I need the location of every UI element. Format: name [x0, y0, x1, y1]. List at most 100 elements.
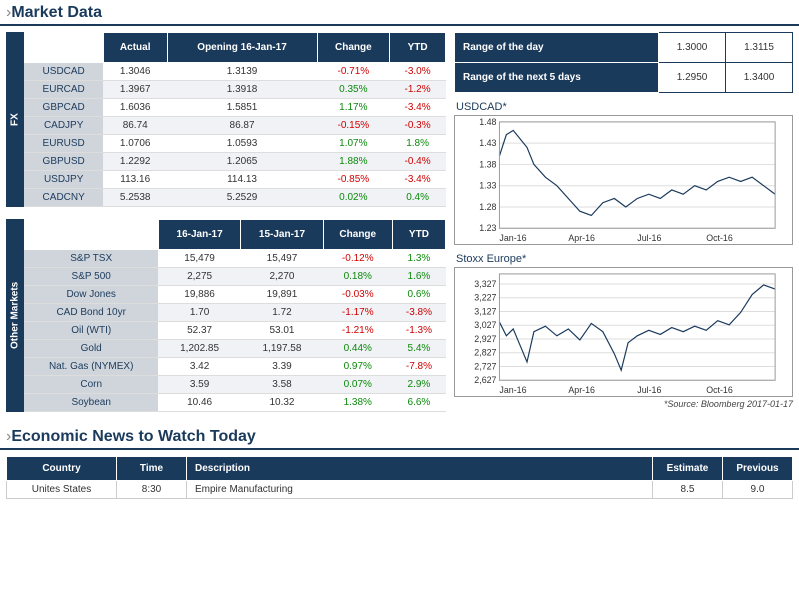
table-cell: USDCAD	[24, 63, 103, 81]
econ-header: Country	[7, 457, 117, 481]
range-low: 1.2950	[659, 63, 726, 93]
table-header: Actual	[103, 33, 167, 63]
table-cell: 1.07%	[317, 135, 390, 153]
svg-text:Oct-16: Oct-16	[706, 385, 733, 395]
table-cell: 1,202.85	[158, 340, 240, 358]
svg-text:Jul-16: Jul-16	[637, 385, 661, 395]
table-cell: 10.46	[158, 394, 240, 412]
chart-source: *Source: Bloomberg 2017-01-17	[454, 399, 793, 409]
table-cell: 3.58	[241, 376, 323, 394]
svg-text:Jan-16: Jan-16	[499, 385, 526, 395]
table-row: S&P 5002,2752,2700.18%1.6%	[24, 268, 446, 286]
table-cell: 1.72	[241, 304, 323, 322]
range-low: 1.3000	[659, 33, 726, 63]
svg-text:2,927: 2,927	[474, 334, 496, 344]
svg-text:1.33: 1.33	[479, 181, 496, 191]
table-row: GBPUSD1.22921.20651.88%-0.4%	[24, 153, 446, 171]
table-cell: -0.71%	[317, 63, 390, 81]
table-cell: 10.32	[241, 394, 323, 412]
table-cell: 1.3%	[392, 250, 445, 268]
table-cell: 15,497	[241, 250, 323, 268]
table-cell: 0.02%	[317, 189, 390, 207]
table-row: USDCAD1.30461.3139-0.71%-3.0%	[24, 63, 446, 81]
table-header: YTD	[390, 33, 446, 63]
svg-text:1.28: 1.28	[479, 202, 496, 212]
svg-text:3,327: 3,327	[474, 279, 496, 289]
table-cell: 52.37	[158, 322, 240, 340]
econ-header: Description	[187, 457, 653, 481]
econ-table: CountryTimeDescriptionEstimatePrevious U…	[6, 456, 793, 499]
table-cell: 1.70	[158, 304, 240, 322]
table-row: GBPCAD1.60361.58511.17%-3.4%	[24, 99, 446, 117]
table-row: Nat. Gas (NYMEX)3.423.390.97%-7.8%	[24, 358, 446, 376]
table-row: Soybean10.4610.321.38%6.6%	[24, 394, 446, 412]
table-cell: -3.4%	[390, 99, 446, 117]
econ-header: Previous	[723, 457, 793, 481]
table-header: YTD	[392, 220, 445, 250]
econ-header: Time	[117, 457, 187, 481]
table-cell: 5.2538	[103, 189, 167, 207]
table-cell: -3.4%	[390, 171, 446, 189]
range-label: Range of the next 5 days	[455, 63, 659, 93]
table-cell: 1.88%	[317, 153, 390, 171]
table-cell: USDJPY	[24, 171, 103, 189]
range-row: Range of the next 5 days1.29501.3400	[455, 63, 793, 93]
table-cell: 114.13	[167, 171, 317, 189]
table-row: Corn3.593.580.07%2.9%	[24, 376, 446, 394]
svg-text:1.23: 1.23	[479, 223, 496, 233]
table-row: CADJPY86.7486.87-0.15%-0.3%	[24, 117, 446, 135]
range-label: Range of the day	[455, 33, 659, 63]
chart2-title: Stoxx Europe*	[456, 253, 793, 265]
table-cell: -1.21%	[323, 322, 392, 340]
table-cell: -1.17%	[323, 304, 392, 322]
table-cell: 0.6%	[392, 286, 445, 304]
econ-row: Unites States8:30Empire Manufacturing8.5…	[7, 481, 793, 499]
range-high: 1.3400	[726, 63, 793, 93]
svg-text:3,227: 3,227	[474, 293, 496, 303]
table-cell: 19,886	[158, 286, 240, 304]
econ-cell-time: 8:30	[117, 481, 187, 499]
svg-text:2,627: 2,627	[474, 375, 496, 385]
table-cell: 1.3918	[167, 81, 317, 99]
table-cell: Oil (WTI)	[24, 322, 158, 340]
table-cell: 1.3046	[103, 63, 167, 81]
range-table: Range of the day1.30001.3115Range of the…	[454, 32, 793, 93]
table-cell: 1.5851	[167, 99, 317, 117]
table-cell: 86.74	[103, 117, 167, 135]
table-cell: 1.0593	[167, 135, 317, 153]
table-cell: 0.4%	[390, 189, 446, 207]
table-cell: 1.0706	[103, 135, 167, 153]
svg-text:Jul-16: Jul-16	[637, 233, 661, 243]
table-cell: Gold	[24, 340, 158, 358]
econ-cell-estimate: 8.5	[653, 481, 723, 499]
table-cell: Soybean	[24, 394, 158, 412]
econ-cell-country: Unites States	[7, 481, 117, 499]
table-row: S&P TSX15,47915,497-0.12%1.3%	[24, 250, 446, 268]
table-cell: 2.9%	[392, 376, 445, 394]
table-cell: -3.8%	[392, 304, 445, 322]
table-cell: 0.07%	[323, 376, 392, 394]
table-cell: -0.3%	[390, 117, 446, 135]
table-header	[24, 33, 103, 63]
table-row: CAD Bond 10yr1.701.72-1.17%-3.8%	[24, 304, 446, 322]
table-cell: 2,270	[241, 268, 323, 286]
table-cell: Corn	[24, 376, 158, 394]
table-header	[24, 220, 158, 250]
svg-text:Oct-16: Oct-16	[706, 233, 733, 243]
table-header: Change	[317, 33, 390, 63]
svg-text:Apr-16: Apr-16	[568, 233, 595, 243]
table-cell: 1.3139	[167, 63, 317, 81]
table-cell: CADJPY	[24, 117, 103, 135]
table-cell: -0.85%	[317, 171, 390, 189]
table-cell: GBPCAD	[24, 99, 103, 117]
table-cell: Nat. Gas (NYMEX)	[24, 358, 158, 376]
table-row: Gold1,202.851,197.580.44%5.4%	[24, 340, 446, 358]
svg-text:1.43: 1.43	[479, 138, 496, 148]
table-header: 15-Jan-17	[241, 220, 323, 250]
table-row: EURCAD1.39671.39180.35%-1.2%	[24, 81, 446, 99]
table-row: CADCNY5.25385.25290.02%0.4%	[24, 189, 446, 207]
section-title-econ: Economic News to Watch Today	[0, 424, 799, 450]
table-cell: 1.38%	[323, 394, 392, 412]
table-cell: 53.01	[241, 322, 323, 340]
table-cell: -3.0%	[390, 63, 446, 81]
